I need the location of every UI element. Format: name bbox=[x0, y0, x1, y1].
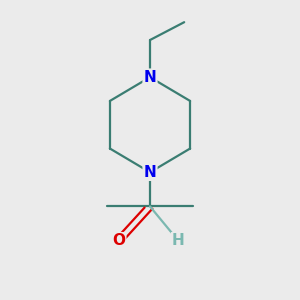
Text: N: N bbox=[144, 70, 156, 85]
Text: N: N bbox=[144, 165, 156, 180]
Text: H: H bbox=[172, 233, 184, 248]
Text: O: O bbox=[112, 233, 125, 248]
